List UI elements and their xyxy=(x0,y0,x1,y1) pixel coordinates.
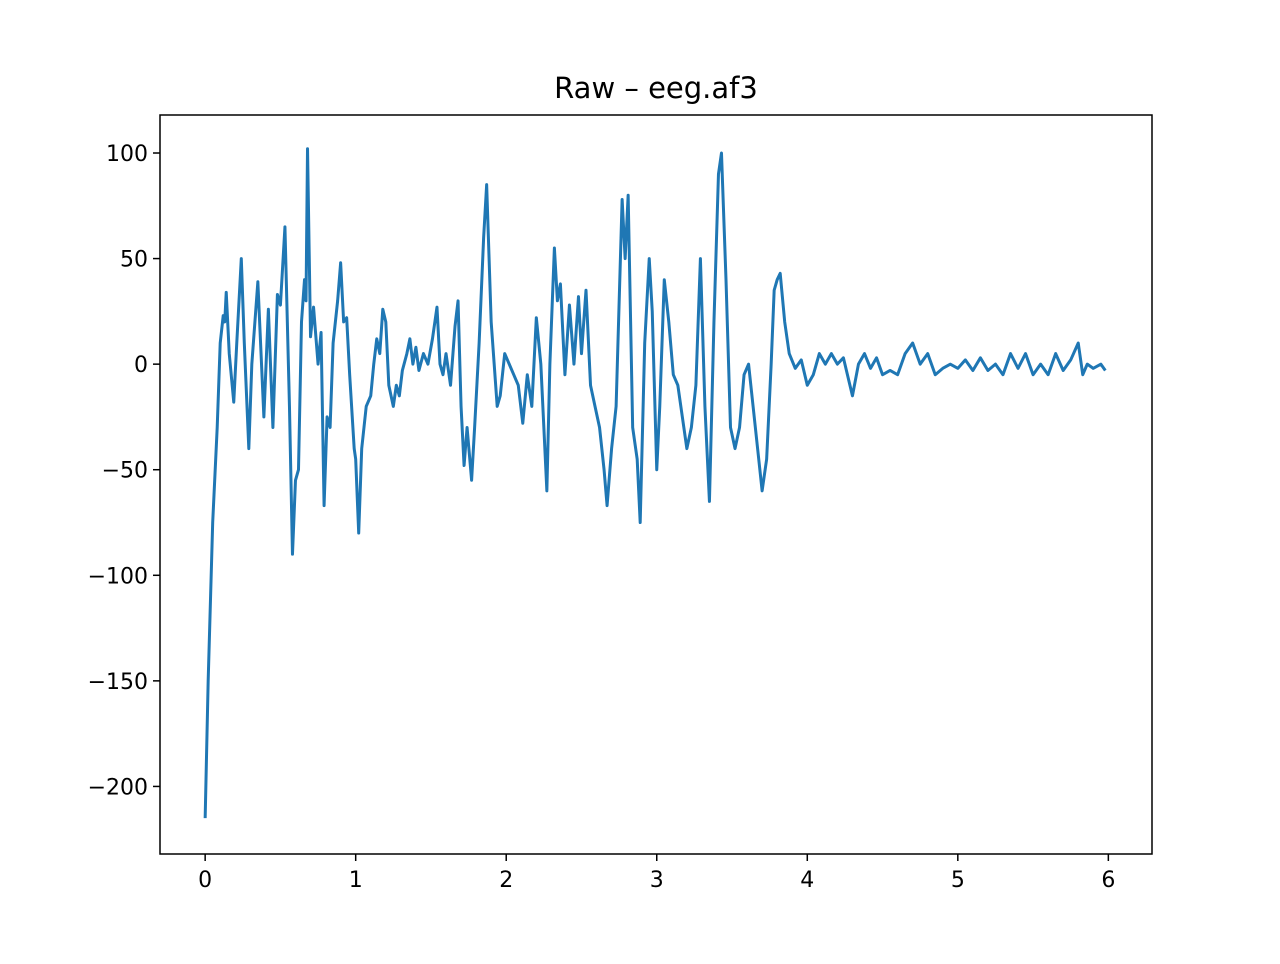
chart-title: Raw – eeg.af3 xyxy=(554,71,758,105)
y-tick-label: −100 xyxy=(88,564,148,589)
x-tick-label: 2 xyxy=(499,868,513,893)
y-tick-label: 50 xyxy=(120,248,148,273)
x-tick-label: 0 xyxy=(198,868,212,893)
y-tick-label: −200 xyxy=(88,775,148,800)
x-tick-label: 1 xyxy=(349,868,363,893)
axes-frame xyxy=(159,114,1153,855)
y-tick-label: −150 xyxy=(88,670,148,695)
x-tick-label: 5 xyxy=(951,868,965,893)
y-tick-label: −50 xyxy=(102,459,148,484)
y-tick-label: 100 xyxy=(106,142,148,167)
x-tick-label: 6 xyxy=(1101,868,1115,893)
y-tick-label: 0 xyxy=(134,353,148,378)
data-line xyxy=(203,147,1107,819)
x-tick-label: 3 xyxy=(650,868,664,893)
x-tick-label: 4 xyxy=(800,868,814,893)
